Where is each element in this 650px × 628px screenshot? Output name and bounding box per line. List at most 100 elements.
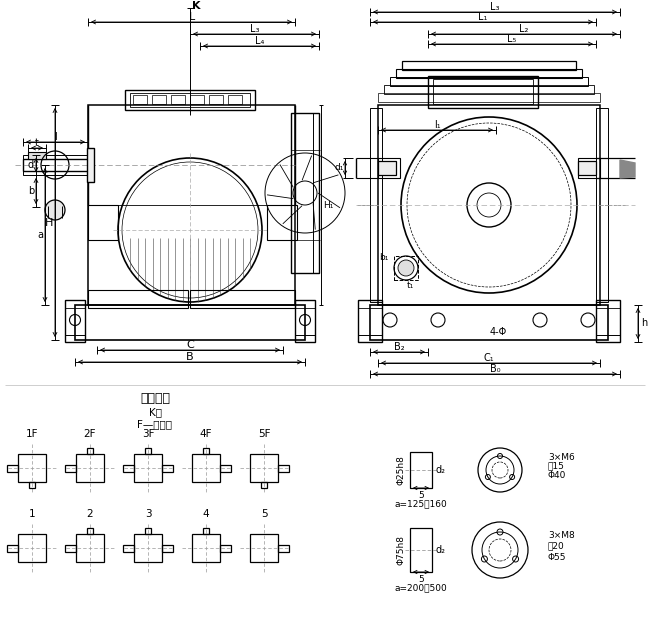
- Text: 5F: 5F: [258, 429, 270, 439]
- Text: a: a: [37, 230, 43, 240]
- Text: Φ25h8: Φ25h8: [396, 455, 406, 485]
- Bar: [125, 90, 255, 110]
- Bar: [370, 305, 608, 340]
- Bar: [65, 465, 76, 472]
- Bar: [134, 454, 162, 482]
- Bar: [220, 545, 231, 552]
- Circle shape: [398, 260, 414, 276]
- Text: d₂: d₂: [435, 465, 445, 475]
- Bar: [410, 452, 432, 488]
- Bar: [358, 300, 382, 342]
- Text: 3F: 3F: [142, 429, 154, 439]
- Text: 3×M8: 3×M8: [548, 531, 575, 541]
- Bar: [88, 290, 188, 308]
- Bar: [291, 113, 319, 273]
- Text: d₁: d₁: [334, 163, 344, 173]
- Text: K向: K向: [148, 407, 161, 417]
- Text: L₄: L₄: [255, 36, 264, 46]
- Bar: [396, 69, 582, 78]
- Bar: [88, 105, 295, 305]
- Bar: [18, 534, 46, 562]
- Text: 深15: 深15: [548, 462, 565, 470]
- Text: 5: 5: [261, 509, 267, 519]
- Bar: [394, 256, 418, 280]
- Bar: [88, 205, 118, 240]
- Bar: [390, 77, 588, 86]
- Text: B₀: B₀: [489, 364, 500, 374]
- Text: H: H: [45, 217, 53, 227]
- Text: C: C: [186, 340, 194, 350]
- Bar: [76, 534, 104, 562]
- Bar: [192, 454, 220, 482]
- Bar: [578, 161, 596, 175]
- Bar: [23, 171, 90, 175]
- Bar: [18, 454, 46, 482]
- Text: L: L: [188, 12, 194, 22]
- Text: t: t: [35, 138, 39, 148]
- Bar: [578, 158, 600, 178]
- Text: 3×M6: 3×M6: [548, 453, 575, 462]
- Text: t₁: t₁: [406, 281, 413, 290]
- Bar: [220, 465, 231, 472]
- Bar: [378, 105, 600, 305]
- Text: L₁: L₁: [478, 12, 488, 22]
- Text: B₂: B₂: [394, 342, 404, 352]
- Bar: [145, 528, 151, 534]
- Bar: [145, 448, 151, 454]
- Bar: [134, 534, 162, 562]
- Bar: [7, 465, 18, 472]
- Text: h: h: [641, 318, 647, 328]
- Bar: [261, 482, 267, 488]
- Bar: [23, 159, 90, 171]
- Bar: [29, 482, 35, 488]
- Bar: [378, 161, 396, 175]
- Text: L₂: L₂: [519, 24, 528, 34]
- Text: 4: 4: [203, 509, 209, 519]
- Bar: [313, 113, 319, 273]
- Bar: [278, 545, 289, 552]
- Bar: [190, 290, 295, 308]
- Bar: [190, 95, 204, 104]
- Text: 装配型式: 装配型式: [140, 391, 170, 404]
- Bar: [7, 545, 18, 552]
- Bar: [384, 85, 594, 94]
- Bar: [228, 95, 242, 104]
- Text: C₁: C₁: [484, 353, 494, 363]
- Bar: [250, 454, 278, 482]
- Bar: [152, 95, 166, 104]
- Text: L₃: L₃: [250, 24, 259, 34]
- Bar: [192, 534, 220, 562]
- Text: F—带风扇: F—带风扇: [138, 419, 172, 429]
- Bar: [278, 465, 289, 472]
- Bar: [378, 158, 400, 178]
- Bar: [87, 528, 93, 534]
- Bar: [123, 465, 134, 472]
- Text: 2: 2: [86, 509, 94, 519]
- Text: d: d: [28, 160, 34, 170]
- Bar: [203, 528, 209, 534]
- Bar: [209, 95, 223, 104]
- Text: 4-Φ: 4-Φ: [489, 327, 506, 337]
- Bar: [295, 300, 315, 342]
- Text: l₁: l₁: [434, 120, 440, 130]
- Text: 2F: 2F: [84, 429, 96, 439]
- Text: Φ75h8: Φ75h8: [396, 535, 406, 565]
- Bar: [23, 155, 90, 159]
- Circle shape: [45, 200, 65, 220]
- Text: Φ55: Φ55: [548, 553, 567, 561]
- Bar: [123, 545, 134, 552]
- Bar: [76, 454, 104, 482]
- Bar: [267, 205, 297, 240]
- Bar: [596, 108, 608, 302]
- Bar: [65, 545, 76, 552]
- Bar: [433, 79, 533, 104]
- Text: 3: 3: [145, 509, 151, 519]
- Text: B: B: [186, 352, 194, 362]
- Bar: [171, 95, 185, 104]
- Text: L₃: L₃: [490, 2, 500, 12]
- Text: 1: 1: [29, 509, 35, 519]
- Bar: [162, 465, 173, 472]
- Text: Φ40: Φ40: [548, 472, 566, 480]
- Bar: [87, 148, 94, 182]
- Bar: [410, 528, 432, 572]
